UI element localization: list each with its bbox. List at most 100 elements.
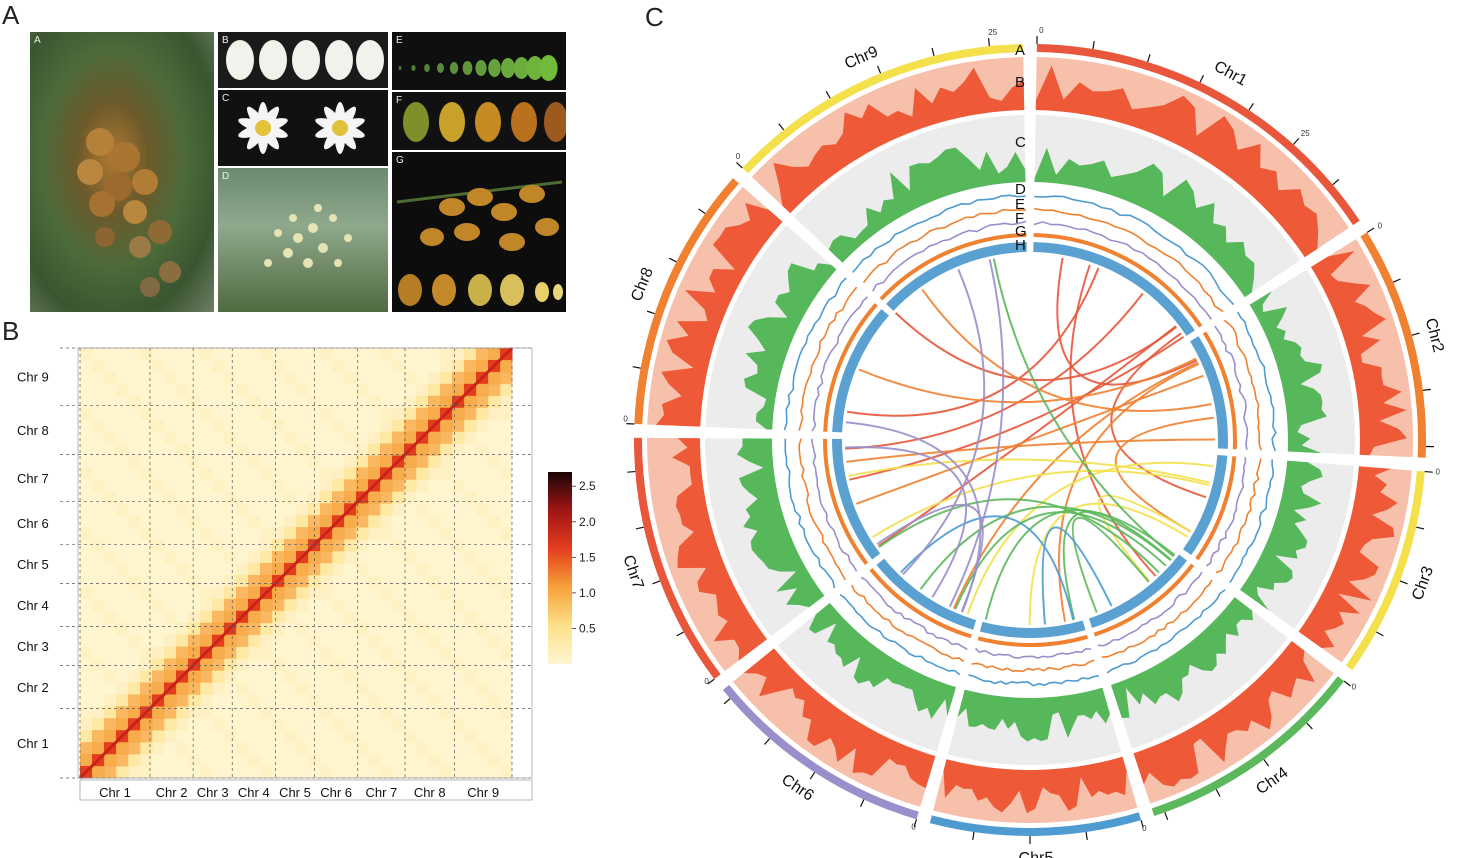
synteny-link <box>872 469 1210 538</box>
tick-label-25: 25 <box>1301 129 1310 138</box>
orange-bar-track <box>977 634 1089 647</box>
circos-chromosome-8: Chr8 0 <box>623 178 889 433</box>
orange-line-track <box>851 584 965 663</box>
photo-tag-a: A <box>34 35 41 46</box>
karyotype-band <box>1360 232 1426 458</box>
chromosome-label: Chr7 <box>619 553 646 591</box>
purple-line-track <box>974 647 1092 660</box>
synteny-link <box>858 357 1197 404</box>
photo-tag-g: G <box>396 155 404 166</box>
purple-line-track <box>860 576 968 651</box>
purple-line-track <box>1033 221 1212 320</box>
heatmap-x-label: Chr 1 <box>99 785 131 800</box>
heatmap-colorbar <box>548 472 572 664</box>
blue-line-track <box>968 674 1099 687</box>
synteny-link <box>992 258 1175 558</box>
photo-fruit-panicle: G <box>392 152 566 312</box>
synteny-link <box>1114 416 1214 533</box>
density-track <box>743 648 936 789</box>
synteny-link <box>878 498 1160 574</box>
synteny-link <box>921 288 1212 412</box>
density-track <box>655 202 783 427</box>
karyotype-band <box>1345 470 1425 671</box>
heatmap-x-label: Chr 7 <box>365 785 397 800</box>
purple-line-track <box>872 220 1027 292</box>
photo-collage: A B C <box>30 32 566 312</box>
density-track <box>672 438 767 661</box>
photo-mature-fruits: F <box>392 92 566 150</box>
synteny-link <box>900 515 1075 621</box>
track-label: B <box>1015 74 1025 91</box>
panel-a-label: A <box>2 0 20 30</box>
blue-line-track <box>1034 195 1235 306</box>
inner-ring <box>832 438 881 560</box>
colorbar-tick-label: 2.0 <box>579 515 596 529</box>
circos-links <box>845 257 1216 626</box>
heatmap-y-label: Chr 8 <box>17 423 49 438</box>
fruit-cluster-image <box>77 128 181 297</box>
tick-label-zero: 0 <box>1039 26 1044 35</box>
chromosome-label: Chr8 <box>628 265 657 304</box>
panel-c-label: C <box>645 2 664 32</box>
karyotype-band <box>722 684 919 820</box>
density-track <box>1035 65 1319 258</box>
orange-line-track <box>798 286 858 431</box>
purple-line-track <box>1097 571 1203 647</box>
chromosome-label: Chr6 <box>778 771 816 804</box>
heatmap-x-label: Chr 6 <box>320 785 352 800</box>
heatmap-y-label: Chr 4 <box>17 598 49 613</box>
synteny-link <box>876 504 984 613</box>
orange-bar-track <box>1202 331 1237 450</box>
green-track <box>957 687 1111 742</box>
photo-open-flowers: C <box>218 90 388 166</box>
heatmap-y-label: Chr 2 <box>17 680 49 695</box>
synteny-link <box>856 374 1204 505</box>
photo-inflorescence: D <box>218 168 388 312</box>
heatmap-y-label: Chr 5 <box>17 557 49 572</box>
green-track <box>1249 290 1327 454</box>
photo-tag-e: E <box>396 35 403 46</box>
synteny-link <box>902 269 986 576</box>
density-track <box>773 67 1025 214</box>
colorbar-tick-label: 2.5 <box>579 479 596 493</box>
orange-line-track <box>1101 579 1213 658</box>
synteny-link <box>966 461 1214 615</box>
orange-line-track <box>1215 458 1262 574</box>
blue-line-track <box>839 593 961 676</box>
synteny-link <box>845 446 968 598</box>
tick-label-zero: 0 <box>623 415 628 424</box>
green-track <box>828 147 1026 263</box>
purple-line-track <box>810 438 858 572</box>
circos-chromosome-9: Chr9 0 25 <box>736 28 1027 311</box>
synteny-link <box>894 312 1178 382</box>
density-track <box>1310 251 1408 456</box>
synteny-link <box>919 505 1172 590</box>
tick-label-zero: 0 <box>1378 221 1383 230</box>
heatmap-x-label: Chr 9 <box>467 785 499 800</box>
tick-label-25: 25 <box>988 28 997 37</box>
photo-tag-c: C <box>222 93 230 104</box>
green-track <box>808 602 957 719</box>
orange-line-track <box>971 659 1095 673</box>
heatmap-y-label: Chr 7 <box>17 471 49 486</box>
track-label: F <box>1015 210 1024 227</box>
inner-ring <box>1183 454 1228 556</box>
orange-bar-track <box>869 568 972 639</box>
inner-ring <box>876 558 977 630</box>
track-label: D <box>1015 181 1026 198</box>
track-label: E <box>1015 196 1025 213</box>
orange-line-track <box>1033 207 1224 313</box>
green-track <box>1034 147 1255 298</box>
synteny-link <box>1041 526 1113 625</box>
green-track <box>743 263 837 430</box>
tick-label-zero: 0 <box>1436 467 1441 476</box>
colorbar-tick-label: 1.5 <box>579 550 596 564</box>
track-label: G <box>1015 223 1027 240</box>
hic-heatmap: Chr 1 Chr 1 Chr 2 Chr 2 Chr 3 Chr 3 Chr 4 Chr 4… <box>17 346 596 801</box>
synteny-link <box>877 325 1177 547</box>
heatmap-axis-box <box>79 779 533 801</box>
heatmap-x-label: Chr 5 <box>279 785 311 800</box>
photo-flower-buds: B <box>218 32 388 88</box>
synteny-link <box>846 438 1216 463</box>
